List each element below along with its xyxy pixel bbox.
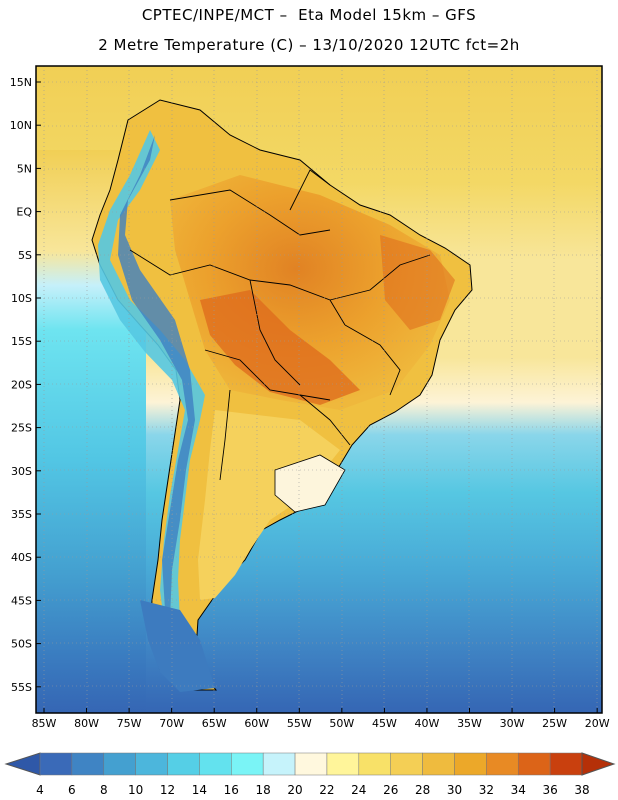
colorbar-swatch	[486, 752, 519, 776]
colorbar-label: 4	[36, 783, 44, 797]
country-borders	[129, 169, 431, 481]
colorbar-swatch	[358, 752, 391, 776]
lon-tick-label: 75W	[117, 717, 142, 730]
lon-tick-label: 35W	[457, 717, 482, 730]
colorbar-label: 12	[160, 783, 175, 797]
colorbar: 4 6 8 10 12 14 16 18 20 22 24 26 28 30 32 34 36 38	[4, 752, 616, 797]
colorbar-label: 36	[542, 783, 557, 797]
colorbar-swatch	[167, 752, 200, 776]
colorbar-label: 16	[224, 783, 239, 797]
colorbar-label: 34	[511, 783, 526, 797]
uruguay-cool	[274, 454, 346, 513]
hotspot-ne	[380, 235, 455, 330]
lat-tick-label: 10N	[10, 119, 32, 132]
title-line-2: 2 Metre Temperature (C) – 13/10/2020 12U…	[98, 36, 520, 54]
lon-tick-label: 30W	[500, 717, 525, 730]
latitude-labels: 15N 10N 5N EQ 5S 10S 15S 20S 25S 30S 35S 40S 45S 50S 5…	[10, 76, 41, 694]
lon-tick-label: 40W	[415, 717, 440, 730]
lat-tick-label: 45S	[11, 594, 32, 607]
colorbar-label: 38	[574, 783, 589, 797]
lat-tick-label: 35S	[11, 508, 32, 521]
colorbar-swatch	[549, 752, 583, 776]
colorbar-left-arrow	[4, 752, 41, 776]
colorbar-label: 22	[319, 783, 334, 797]
lon-tick-label: 80W	[74, 717, 99, 730]
colorbar-label: 6	[68, 783, 76, 797]
lon-tick-label: 20W	[585, 717, 610, 730]
lat-tick-label: 25S	[11, 422, 32, 435]
temperature-map: 15N 10N 5N EQ 5S 10S 15S 20S 25S 30S 35S 40S 45S 50S 5…	[10, 65, 610, 730]
colorbar-label: 28	[415, 783, 430, 797]
colorbar-label: 24	[351, 783, 366, 797]
lon-tick-label: 45W	[372, 717, 397, 730]
lon-tick-label: 50W	[329, 717, 354, 730]
lon-tick-label: 70W	[159, 717, 184, 730]
andes-peaks	[118, 135, 195, 620]
lat-tick-label: 15S	[11, 335, 32, 348]
map-frame	[35, 65, 603, 714]
colorbar-swatch	[454, 752, 487, 776]
lon-tick-label: 85W	[32, 717, 57, 730]
lat-tick-label: EQ	[16, 206, 32, 219]
colorbar-swatch	[422, 752, 455, 776]
colorbar-label: 10	[128, 783, 143, 797]
lat-tick-label: 50S	[11, 638, 32, 651]
lat-tick-label: 40S	[11, 551, 32, 564]
lat-tick-label: 20S	[11, 378, 32, 391]
colorbar-swatch	[326, 752, 360, 776]
colorbar-label: 8	[100, 783, 108, 797]
colorbar-swatch	[135, 752, 168, 776]
colorbar-swatch	[262, 752, 296, 776]
colorbar-right-arrow	[581, 752, 616, 776]
hotspot	[200, 290, 360, 405]
lat-tick-label: 10S	[11, 292, 32, 305]
lat-tick-label: 30S	[11, 465, 32, 478]
lon-tick-label: 55W	[287, 717, 312, 730]
colorbar-label: 30	[447, 783, 462, 797]
lat-tick-label: 55S	[11, 681, 32, 694]
longitude-labels: 85W 80W 75W 70W 65W 60W 55W 50W 45W 40W 35W 30W 25W 2…	[32, 708, 610, 730]
colorbar-label: 18	[256, 783, 271, 797]
lon-tick-label: 65W	[202, 717, 227, 730]
colorbar-label: 26	[383, 783, 398, 797]
lon-tick-label: 25W	[542, 717, 567, 730]
colorbar-swatch	[390, 752, 423, 776]
colorbar-swatch	[39, 752, 73, 776]
colorbar-label: 14	[192, 783, 207, 797]
colorbar-label: 20	[287, 783, 302, 797]
colorbar-swatch	[71, 752, 105, 776]
lat-tick-label: 5N	[17, 162, 32, 175]
colorbar-swatch	[294, 752, 328, 776]
colorbar-label: 32	[479, 783, 494, 797]
lat-tick-label: 5S	[18, 249, 32, 262]
colorbar-swatch	[103, 752, 136, 776]
lat-tick-label: 15N	[10, 76, 32, 89]
colorbar-swatch	[517, 752, 551, 776]
title-line-1: CPTEC/INPE/MCT – Eta Model 15km – GFS	[141, 6, 477, 24]
lon-tick-label: 60W	[244, 717, 269, 730]
colorbar-swatch	[231, 752, 264, 776]
colorbar-swatch	[199, 752, 232, 776]
southern-cone	[198, 410, 340, 600]
patagonia-tip	[140, 600, 215, 692]
andes	[98, 130, 205, 665]
